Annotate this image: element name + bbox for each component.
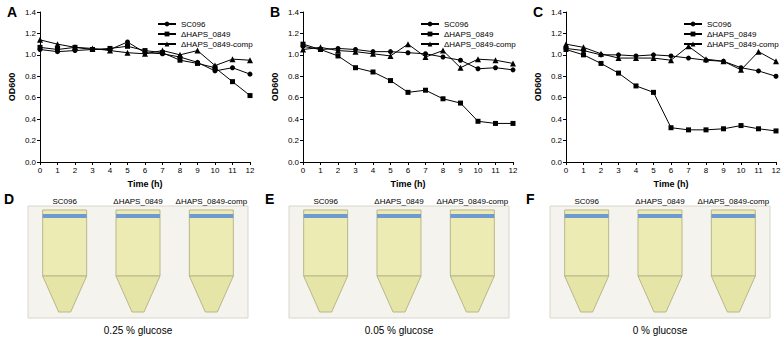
svg-text:ΔHAPS_0849-comp: ΔHAPS_0849-comp [176, 197, 248, 206]
svg-text:OD600: OD600 [533, 73, 543, 102]
svg-text:8: 8 [441, 166, 446, 175]
svg-text:4: 4 [108, 166, 113, 175]
svg-text:1.4: 1.4 [288, 8, 300, 17]
svg-text:SC096: SC096 [313, 197, 338, 206]
svg-text:1.4: 1.4 [551, 8, 563, 17]
svg-text:7: 7 [423, 166, 428, 175]
svg-text:2: 2 [73, 166, 78, 175]
svg-text:ΔHAPS_0849: ΔHAPS_0849 [707, 30, 757, 39]
svg-text:6: 6 [669, 166, 674, 175]
svg-text:4: 4 [634, 166, 639, 175]
svg-text:OD600: OD600 [270, 73, 280, 102]
svg-text:9: 9 [195, 166, 200, 175]
svg-text:1: 1 [55, 166, 60, 175]
svg-text:SC096: SC096 [444, 20, 469, 29]
svg-text:0.2: 0.2 [288, 136, 300, 145]
svg-text:0.8: 0.8 [25, 72, 37, 81]
svg-text:3: 3 [90, 166, 95, 175]
svg-text:ΔHAPS_0849: ΔHAPS_0849 [374, 197, 424, 206]
svg-text:6: 6 [143, 166, 148, 175]
svg-text:6: 6 [406, 166, 411, 175]
svg-text:ΔHAPS_0849-comp: ΔHAPS_0849-comp [444, 40, 516, 49]
svg-text:0.6: 0.6 [551, 93, 563, 102]
svg-text:0.6: 0.6 [288, 93, 300, 102]
svg-text:5: 5 [125, 166, 130, 175]
svg-text:11: 11 [228, 166, 237, 175]
svg-text:B: B [270, 4, 280, 20]
svg-text:5: 5 [388, 166, 393, 175]
svg-text:0.8: 0.8 [551, 72, 563, 81]
svg-text:ΔHAPS_0849-comp: ΔHAPS_0849-comp [437, 197, 509, 206]
svg-text:9: 9 [721, 166, 726, 175]
svg-text:10: 10 [737, 166, 746, 175]
svg-text:1.2: 1.2 [551, 29, 563, 38]
svg-text:1: 1 [581, 166, 586, 175]
svg-text:OD600: OD600 [7, 73, 17, 102]
svg-text:5: 5 [651, 166, 656, 175]
svg-text:8: 8 [178, 166, 183, 175]
svg-text:7: 7 [686, 166, 691, 175]
svg-text:ΔHAPS_0849: ΔHAPS_0849 [635, 197, 685, 206]
svg-text:4: 4 [371, 166, 376, 175]
svg-text:1: 1 [318, 166, 323, 175]
svg-text:C: C [533, 4, 543, 20]
svg-text:SC096: SC096 [181, 20, 206, 29]
svg-text:ΔHAPS_0849-comp: ΔHAPS_0849-comp [707, 40, 779, 49]
svg-text:A: A [7, 4, 17, 20]
svg-text:SC096: SC096 [707, 20, 732, 29]
svg-text:ΔHAPS_0849-comp: ΔHAPS_0849-comp [181, 40, 253, 49]
svg-text:0.25 % glucose: 0.25 % glucose [104, 325, 173, 336]
svg-text:0.8: 0.8 [288, 72, 300, 81]
svg-text:11: 11 [754, 166, 763, 175]
svg-text:Time (h): Time (h) [391, 179, 426, 189]
svg-text:F: F [526, 191, 535, 207]
svg-text:0.0: 0.0 [551, 158, 563, 167]
svg-text:3: 3 [616, 166, 621, 175]
svg-text:ΔHAPS_0849-comp: ΔHAPS_0849-comp [698, 197, 770, 206]
svg-text:0.4: 0.4 [25, 115, 37, 124]
svg-text:Time (h): Time (h) [654, 179, 689, 189]
svg-text:SC096: SC096 [574, 197, 599, 206]
svg-text:0: 0 [564, 166, 569, 175]
svg-text:12: 12 [509, 166, 518, 175]
svg-text:3: 3 [353, 166, 358, 175]
svg-text:0 % glucose: 0 % glucose [633, 325, 688, 336]
svg-text:0.6: 0.6 [25, 93, 37, 102]
svg-text:ΔHAPS_0849: ΔHAPS_0849 [113, 197, 163, 206]
svg-text:Time (h): Time (h) [128, 179, 163, 189]
svg-text:2: 2 [336, 166, 341, 175]
svg-text:ΔHAPS_0849: ΔHAPS_0849 [444, 30, 494, 39]
svg-text:1.0: 1.0 [551, 50, 563, 59]
svg-text:0.4: 0.4 [551, 115, 563, 124]
svg-text:SC096: SC096 [52, 197, 77, 206]
svg-text:0: 0 [38, 166, 43, 175]
svg-text:0.05 % glucose: 0.05 % glucose [365, 325, 434, 336]
svg-text:0.0: 0.0 [25, 158, 37, 167]
svg-text:1.0: 1.0 [288, 50, 300, 59]
svg-text:0.2: 0.2 [551, 136, 563, 145]
svg-text:9: 9 [458, 166, 463, 175]
svg-text:1.4: 1.4 [25, 8, 37, 17]
svg-text:8: 8 [704, 166, 709, 175]
svg-text:0.0: 0.0 [288, 158, 300, 167]
svg-text:11: 11 [491, 166, 500, 175]
svg-text:1.2: 1.2 [288, 29, 300, 38]
svg-text:E: E [265, 191, 274, 207]
svg-text:1.2: 1.2 [25, 29, 37, 38]
svg-text:0.4: 0.4 [288, 115, 300, 124]
svg-text:10: 10 [211, 166, 220, 175]
svg-text:0: 0 [301, 166, 306, 175]
svg-text:12: 12 [772, 166, 781, 175]
svg-text:2: 2 [599, 166, 604, 175]
svg-text:D: D [4, 191, 14, 207]
svg-text:ΔHAPS_0849: ΔHAPS_0849 [181, 30, 231, 39]
svg-text:0.2: 0.2 [25, 136, 37, 145]
svg-text:10: 10 [474, 166, 483, 175]
svg-text:12: 12 [246, 166, 255, 175]
svg-text:7: 7 [160, 166, 165, 175]
svg-text:1.0: 1.0 [25, 50, 37, 59]
